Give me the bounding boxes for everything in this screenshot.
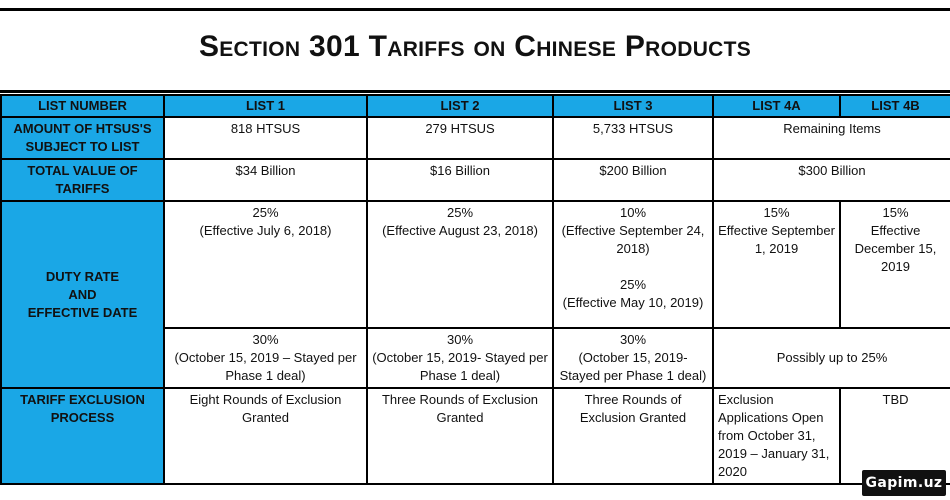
header-list-number: LIST NUMBER	[0, 94, 165, 118]
duty-list-4b: 15% Effective December 15, 2019	[839, 200, 950, 329]
header-list-2: LIST 2	[366, 94, 554, 118]
page-title: Section 301 Tariffs on Chinese Products	[198, 30, 752, 63]
row-header-exclusion: TARIFF EXCLUSION PROCESS	[0, 387, 165, 485]
header-list-4a: LIST 4A	[712, 94, 841, 118]
duty2-row: 30% (October 15, 2019 – Stayed per Phase…	[1, 327, 950, 389]
top-rule	[0, 8, 950, 11]
header-list-4b: LIST 4B	[839, 94, 950, 118]
exclusion-list-1: Eight Rounds of Exclusion Granted	[163, 387, 368, 485]
header-list-1: LIST 1	[163, 94, 368, 118]
duty-list-4b-date: Effective December 15, 2019	[854, 223, 937, 274]
htsus-list-1: 818 HTSUS	[163, 116, 368, 160]
exclusion-row: TARIFF EXCLUSION PROCESS Eight Rounds of…	[0, 387, 950, 485]
duty-list-3-date-b: (Effective May 10, 2019)	[562, 295, 704, 310]
htsus-list-4: Remaining Items	[712, 116, 950, 160]
row-header-htsus: AMOUNT OF HTSUS'S SUBJECT TO LIST	[0, 116, 165, 160]
duty-list-2-rate: 25%	[446, 205, 474, 220]
duty2-list-2-note: (October 15, 2019- Stayed per Phase 1 de…	[372, 350, 548, 383]
duty-list-4b-rate: 15%	[882, 205, 909, 220]
duty-list-4a-date: Effective September 1, 2019	[718, 223, 835, 256]
row-header-value: TOTAL VALUE OF TARIFFS	[0, 158, 165, 202]
duty2-list-3-rate: 30%	[619, 332, 647, 347]
duty-list-1: 25% (Effective July 6, 2018)	[163, 200, 368, 329]
duty-list-3-rate-b: 25%	[619, 277, 647, 292]
htsus-list-2: 279 HTSUS	[366, 116, 554, 160]
duty-list-3: 10% (Effective September 24, 2018) 25% (…	[552, 200, 714, 329]
duty-label-line3: EFFECTIVE DATE	[27, 304, 138, 320]
duty-list-1-rate: 25%	[252, 205, 279, 220]
value-list-3: $200 Billion	[552, 158, 714, 202]
duty2-list-1-note: (October 15, 2019 – Stayed per Phase 1 d…	[174, 350, 357, 383]
tariff-table: LIST NUMBER LIST 1 LIST 2 LIST 3 LIST 4A…	[0, 94, 950, 485]
watermark-logo: Gapim.uz	[862, 470, 946, 496]
duty-label-line1: DUTY RATE	[45, 268, 120, 284]
duty2-list-2: 30% (October 15, 2019- Stayed per Phase …	[366, 327, 554, 389]
value-list-1: $34 Billion	[163, 158, 368, 202]
duty2-list-2-rate: 30%	[446, 332, 474, 347]
duty-list-3-rate-a: 10%	[619, 205, 647, 220]
header-list-3: LIST 3	[552, 94, 714, 118]
row-header-duty: DUTY RATE AND EFFECTIVE DATE	[0, 200, 165, 389]
value-list-4: $300 Billion	[712, 158, 950, 202]
duty2-list-4: Possibly up to 25%	[712, 327, 950, 389]
htsus-row: AMOUNT OF HTSUS'S SUBJECT TO LIST 818 HT…	[0, 116, 950, 160]
duty-list-3-date-a: (Effective September 24, 2018)	[561, 223, 705, 256]
duty2-list-3-note: (October 15, 2019- Stayed per Phase 1 de…	[559, 350, 707, 383]
duty2-list-1: 30% (October 15, 2019 – Stayed per Phase…	[163, 327, 368, 389]
exclusion-list-2: Three Rounds of Exclusion Granted	[366, 387, 554, 485]
duty2-list-3: 30% (October 15, 2019- Stayed per Phase …	[552, 327, 714, 389]
title-rule	[0, 90, 950, 93]
htsus-list-3: 5,733 HTSUS	[552, 116, 714, 160]
duty-list-3-gap	[558, 258, 708, 276]
header-row: LIST NUMBER LIST 1 LIST 2 LIST 3 LIST 4A…	[0, 94, 950, 118]
value-list-2: $16 Billion	[366, 158, 554, 202]
value-row: TOTAL VALUE OF TARIFFS $34 Billion $16 B…	[0, 158, 950, 202]
duty-list-2: 25% (Effective August 23, 2018)	[366, 200, 554, 329]
duty-list-1-date: (Effective July 6, 2018)	[199, 223, 332, 238]
exclusion-list-4b: TBD	[839, 387, 950, 485]
duty-list-2-date: (Effective August 23, 2018)	[382, 223, 538, 238]
duty2-list-1-rate: 30%	[252, 332, 279, 347]
exclusion-list-3: Three Rounds of Exclusion Granted	[552, 387, 714, 485]
duty-list-4a-rate: 15%	[763, 205, 790, 220]
duty-row: DUTY RATE AND EFFECTIVE DATE 25% (Effect…	[0, 200, 950, 389]
duty-label-line2: AND	[68, 286, 97, 302]
exclusion-list-4a: Exclusion Applications Open from October…	[712, 387, 841, 485]
duty-list-4a: 15% Effective September 1, 2019	[712, 200, 841, 329]
